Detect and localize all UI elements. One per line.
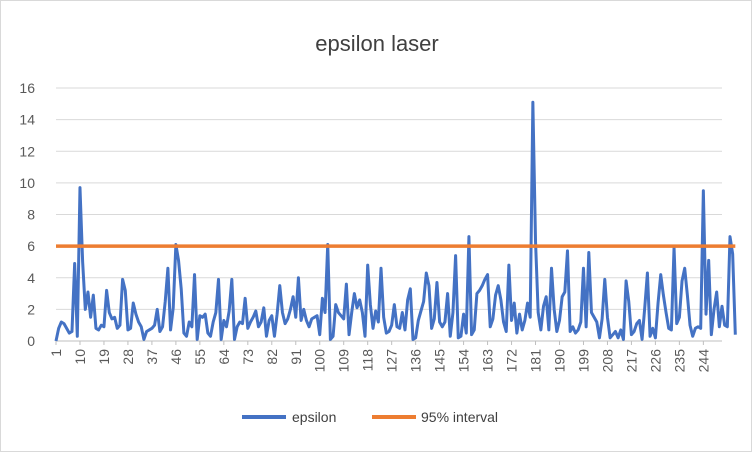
- y-tick-label: 0: [27, 333, 35, 349]
- x-tick-label: 136: [408, 349, 424, 373]
- series-layer: [54, 100, 737, 342]
- chart-title: epsilon laser: [315, 31, 439, 56]
- x-tick-label: 100: [312, 349, 328, 373]
- x-tick-label: 46: [168, 349, 184, 365]
- y-tick-label: 12: [19, 143, 35, 159]
- x-tick-label: 73: [240, 349, 256, 365]
- legend-label-95-interval: 95% interval: [421, 409, 498, 425]
- y-tick-label: 10: [19, 175, 35, 191]
- x-tick-label: 118: [360, 349, 376, 372]
- x-axis-ticks: 1 10 19 28 37 46 55 64 73 82 91 100 109 118 127 136 145 1…: [48, 341, 711, 372]
- x-tick-label: 154: [456, 349, 472, 373]
- x-tick-label: 91: [288, 349, 304, 365]
- grid-lines: [56, 87, 722, 310]
- x-tick-label: 208: [599, 349, 615, 373]
- x-tick-label: 181: [528, 349, 544, 373]
- y-tick-label: 8: [27, 207, 35, 223]
- x-tick-label: 163: [480, 349, 496, 373]
- x-tick-label: 190: [551, 349, 567, 373]
- x-tick-label: 235: [671, 349, 687, 373]
- x-tick-label: 64: [216, 349, 232, 365]
- x-tick-label: 109: [336, 349, 352, 373]
- x-tick-label: 55: [192, 349, 208, 365]
- x-tick-label: 217: [623, 349, 639, 373]
- x-tick-label: 145: [432, 349, 448, 373]
- x-tick-label: 10: [72, 349, 88, 365]
- x-tick-label: 37: [144, 349, 160, 365]
- x-tick-label: 226: [647, 349, 663, 373]
- y-tick-label: 6: [27, 238, 35, 254]
- x-tick-label: 1: [48, 349, 64, 357]
- y-tick-label: 2: [27, 301, 35, 317]
- series-line-epsilon: [54, 100, 737, 342]
- legend-label-epsilon: epsilon: [292, 409, 336, 425]
- y-tick-label: 14: [19, 112, 35, 128]
- x-tick-label: 82: [264, 349, 280, 365]
- x-tick-label: 199: [575, 349, 591, 373]
- x-tick-label: 28: [120, 349, 136, 365]
- y-tick-label: 4: [27, 270, 35, 286]
- y-tick-label: 16: [19, 80, 35, 96]
- x-tick-label: 127: [384, 349, 400, 373]
- x-tick-label: 19: [96, 349, 112, 365]
- y-axis-ticks: 0 2 4 6 8 10 12 14 16: [19, 80, 35, 349]
- legend: epsilon 95% interval: [242, 409, 498, 425]
- x-tick-label: 172: [504, 349, 520, 373]
- x-tick-label: 244: [695, 349, 711, 373]
